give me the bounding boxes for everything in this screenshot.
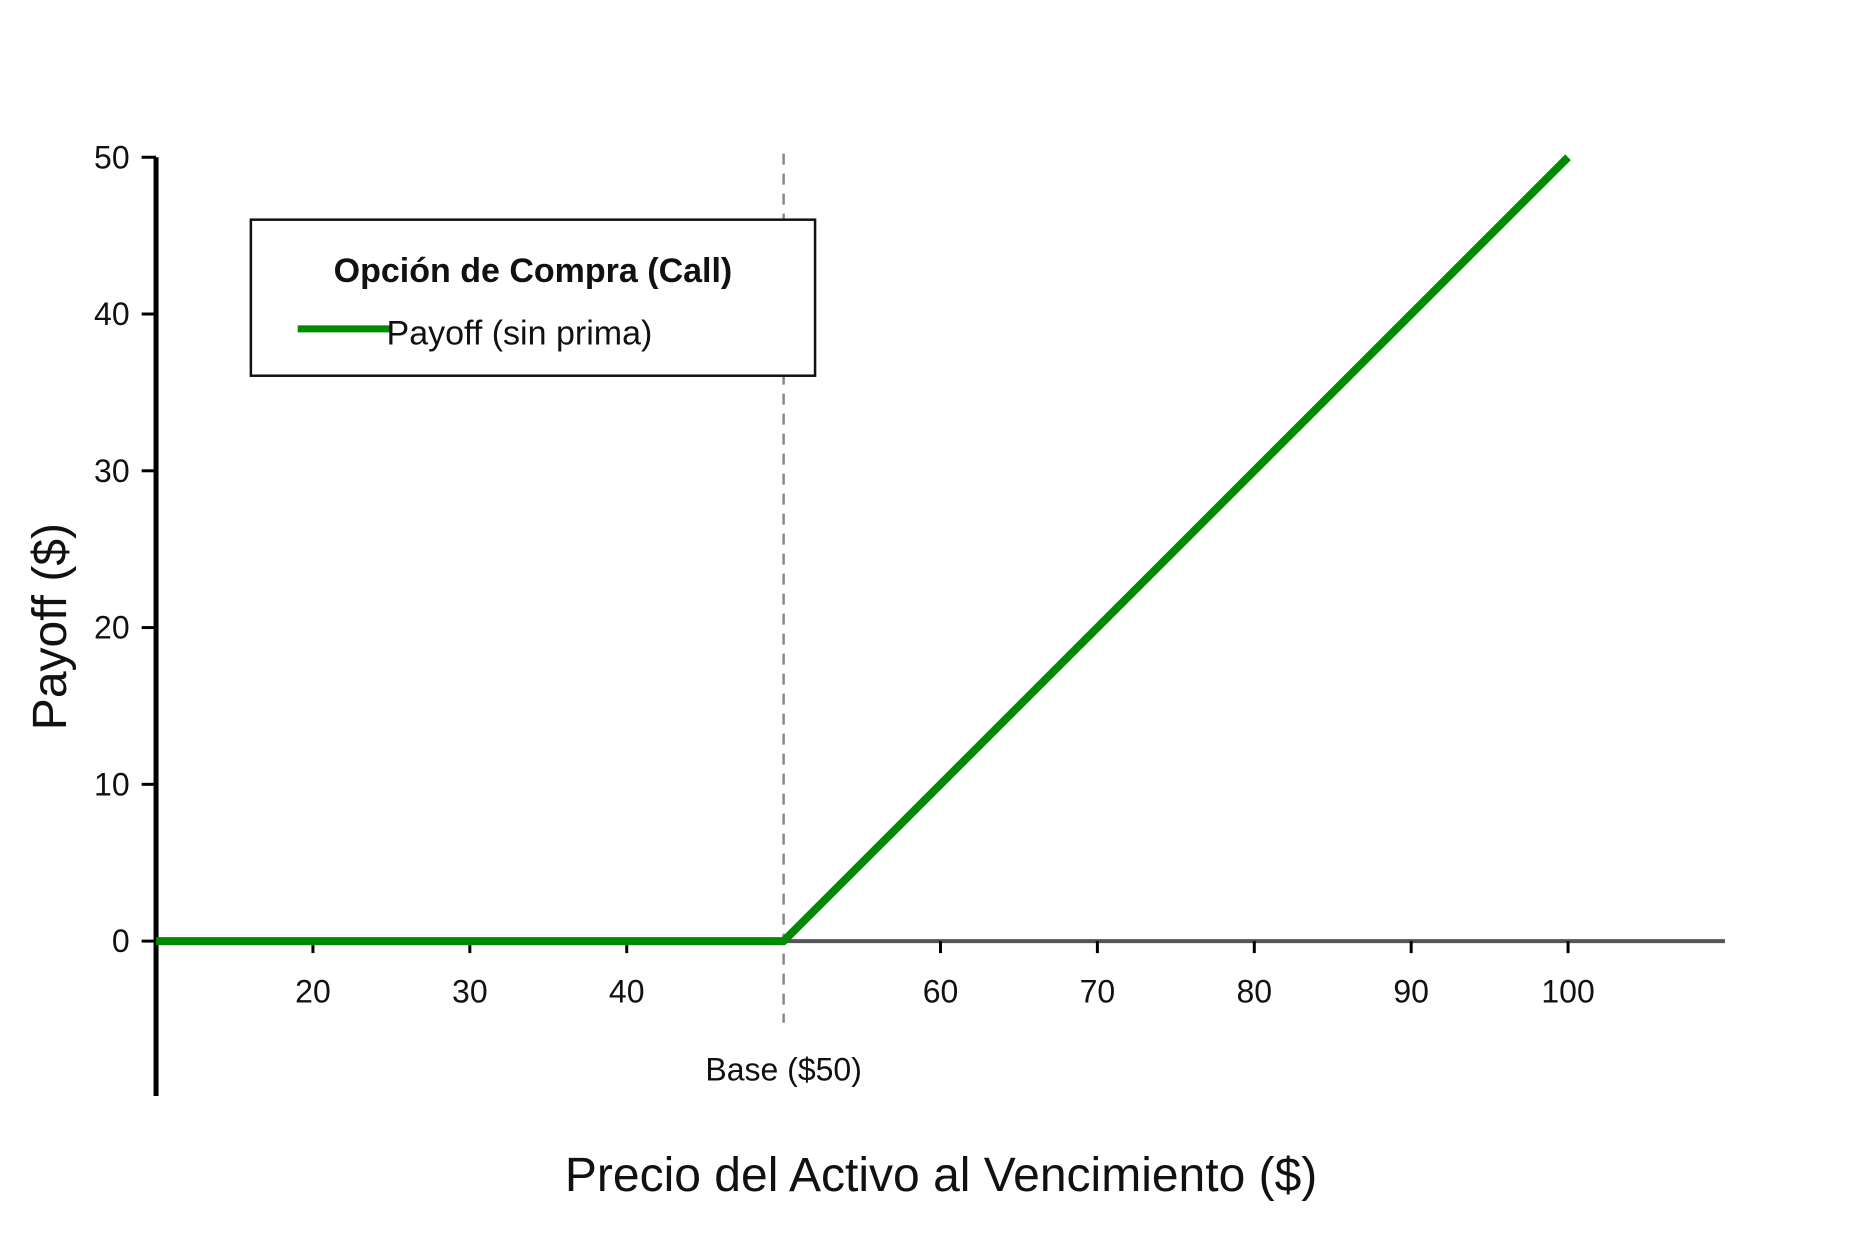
y-tick-label: 20 xyxy=(94,610,130,646)
legend-box xyxy=(249,218,817,377)
x-tick-label: 20 xyxy=(295,973,331,1009)
x-tick-label: 100 xyxy=(1541,973,1594,1009)
x-tick-label: 90 xyxy=(1393,973,1429,1009)
x-tick-label: 70 xyxy=(1080,973,1116,1009)
legend-title: Opción de Compra (Call) xyxy=(334,252,733,290)
x-axis-title: Precio del Activo al Vencimiento ($) xyxy=(565,1149,1317,1202)
y-tick-label: 30 xyxy=(94,453,130,489)
x-tick-label: 30 xyxy=(452,973,488,1009)
x-tick-label: 60 xyxy=(923,973,959,1009)
y-tick-label: 10 xyxy=(94,766,130,802)
legend-label-payoff: Payoff (sin prima) xyxy=(387,315,653,353)
x-tick-label: 40 xyxy=(609,973,645,1009)
x-tick-label: 80 xyxy=(1236,973,1272,1009)
series-line-payoff xyxy=(156,154,1571,946)
y-axis-title: Payoff ($) xyxy=(24,523,77,730)
y-tick-label: 50 xyxy=(94,139,130,175)
y-tick-label: 0 xyxy=(112,923,130,959)
strike-annotation: Base ($50) xyxy=(705,1051,862,1087)
tick-marks xyxy=(141,155,1570,954)
legend: Opción de Compra (Call) Payoff (sin prim… xyxy=(249,218,817,377)
y-tick-label: 40 xyxy=(94,296,130,332)
data-series xyxy=(156,154,1571,946)
